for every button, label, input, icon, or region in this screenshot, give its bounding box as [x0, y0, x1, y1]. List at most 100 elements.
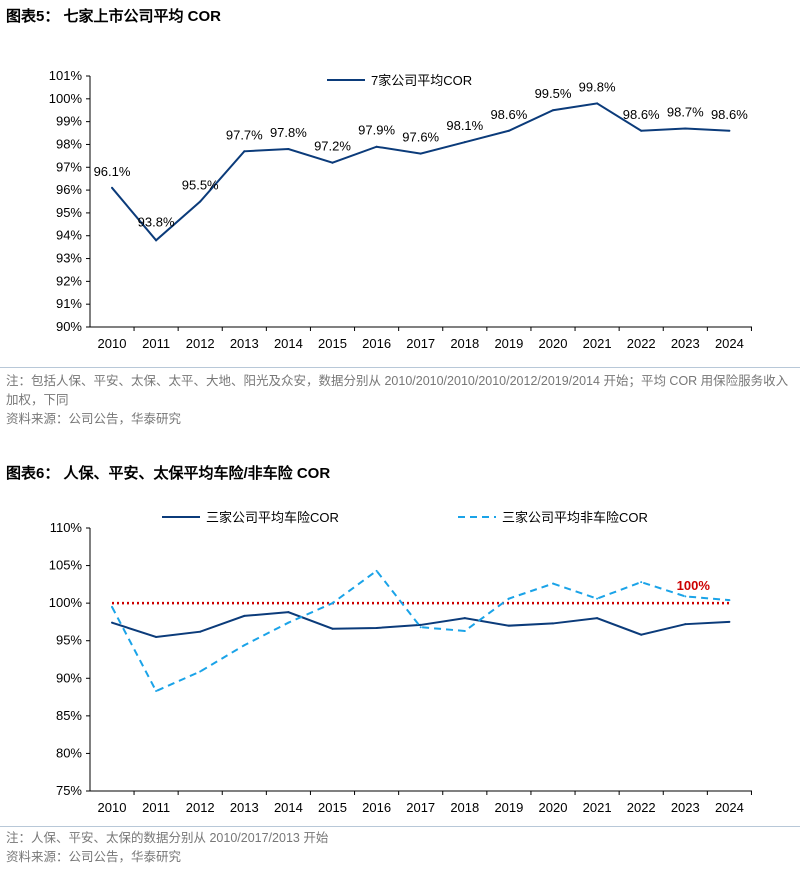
y-tick-label: 80%: [56, 745, 82, 760]
y-tick-label: 94%: [56, 228, 82, 243]
data-point: [728, 599, 731, 602]
data-point: [243, 150, 246, 153]
data-point: [419, 623, 422, 626]
chart1-source: 资料来源：公司公告，华泰研究: [6, 412, 182, 426]
y-tick-label: 75%: [56, 783, 82, 798]
data-point: [684, 595, 687, 598]
data-point: [287, 621, 290, 624]
chart1-title: 图表5： 七家上市公司平均 COR: [6, 8, 222, 25]
data-point: [155, 239, 158, 242]
x-tick-label: 2016: [362, 336, 391, 351]
y-tick-label: 98%: [56, 136, 82, 151]
data-label: 95.5%: [182, 178, 219, 193]
x-tick-label: 2014: [274, 800, 303, 815]
data-point: [596, 617, 599, 620]
y-tick-label: 95%: [56, 633, 82, 648]
y-tick-label: 110%: [50, 520, 83, 535]
x-tick-label: 2021: [583, 800, 612, 815]
data-point: [111, 621, 113, 624]
data-point: [552, 582, 554, 585]
data-point: [331, 627, 334, 630]
x-tick-label: 2021: [583, 336, 612, 351]
data-point: [684, 623, 687, 626]
data-label: 98.6%: [623, 107, 660, 122]
x-tick-label: 2013: [230, 336, 259, 351]
x-tick-label: 2011: [142, 336, 170, 351]
data-point: [287, 148, 290, 151]
x-tick-label: 2018: [450, 336, 479, 351]
data-label: 97.9%: [358, 123, 395, 138]
chart2: 75% 80% 85% 90% 95% 100% 105% 110% 2010 2011 2012 2…: [49, 510, 752, 815]
data-point: [463, 617, 466, 620]
x-tick-label: 2011: [142, 800, 170, 815]
data-point: [375, 626, 378, 629]
x-tick-label: 2016: [362, 800, 391, 815]
data-label: 98.6%: [490, 107, 527, 122]
chart1: 90% 91% 92% 93% 94% 95% 96% 97% 98% 99% 100% 101% 20…: [49, 68, 752, 351]
data-point: [111, 186, 113, 189]
x-tick-label: 2023: [671, 336, 700, 351]
y-tick-label: 100%: [49, 595, 83, 610]
data-point: [728, 620, 731, 623]
data-point: [375, 569, 378, 572]
y-tick-label: 92%: [56, 273, 82, 288]
legend-label: 三家公司平均车险COR: [206, 510, 339, 525]
x-tick-label: 2017: [406, 336, 435, 351]
x-tick-label: 2010: [98, 800, 127, 815]
x-tick-label: 2015: [318, 336, 347, 351]
data-point: [243, 644, 246, 647]
legend-label: 7家公司平均COR: [371, 73, 472, 88]
x-tick-label: 2012: [186, 800, 215, 815]
x-tick-label: 2019: [494, 800, 523, 815]
data-point: [199, 200, 202, 203]
series-line: [111, 569, 730, 693]
reference-label: 100%: [677, 578, 711, 593]
data-point: [155, 690, 158, 693]
y-tick-label: 105%: [49, 558, 83, 573]
data-point: [375, 145, 378, 148]
x-tick-label: 2020: [539, 336, 568, 351]
data-label: 97.7%: [226, 127, 263, 142]
data-point: [596, 597, 599, 600]
data-point: [243, 614, 246, 617]
y-tick-label: 97%: [56, 159, 82, 174]
data-point: [596, 102, 599, 105]
data-point: [155, 635, 158, 638]
data-label: 93.8%: [138, 214, 175, 229]
x-tick-label: 2010: [98, 336, 127, 351]
data-point: [287, 611, 290, 614]
x-tick-label: 2018: [450, 800, 479, 815]
data-label: 97.6%: [402, 130, 439, 145]
x-tick-label: 2012: [186, 336, 215, 351]
y-tick-label: 91%: [56, 296, 82, 311]
data-point: [728, 129, 731, 132]
data-label: 97.2%: [314, 139, 351, 154]
data-point: [463, 629, 466, 632]
x-tick-label: 2022: [627, 336, 656, 351]
data-point: [640, 581, 643, 584]
data-label: 98.7%: [667, 104, 704, 119]
data-point: [684, 127, 687, 130]
data-point: [640, 129, 643, 132]
y-tick-label: 93%: [56, 251, 82, 266]
data-point: [552, 622, 554, 625]
data-point: [331, 161, 334, 164]
y-tick-label: 100%: [49, 91, 83, 106]
x-tick-label: 2022: [627, 800, 656, 815]
data-label: 96.1%: [94, 164, 131, 179]
data-point: [419, 626, 422, 629]
divider: [0, 826, 800, 827]
x-tick-label: 2023: [671, 800, 700, 815]
y-tick-label: 95%: [56, 205, 82, 220]
data-point: [111, 605, 113, 608]
chart2-source: 资料来源：公司公告，华泰研究: [6, 850, 182, 864]
x-tick-label: 2014: [274, 336, 303, 351]
data-point: [507, 624, 510, 627]
chart1-note: 注：包括人保、平安、太保、太平、大地、阳光及众安，数据分别从 2010/2010…: [6, 374, 789, 407]
divider: [0, 367, 800, 368]
x-tick-label: 2024: [715, 336, 744, 351]
x-tick-label: 2015: [318, 800, 347, 815]
y-tick-label: 96%: [56, 182, 82, 197]
chart2-note: 注：人保、平安、太保的数据分别从 2010/2017/2013 开始: [6, 831, 329, 845]
data-label: 98.1%: [446, 118, 483, 133]
